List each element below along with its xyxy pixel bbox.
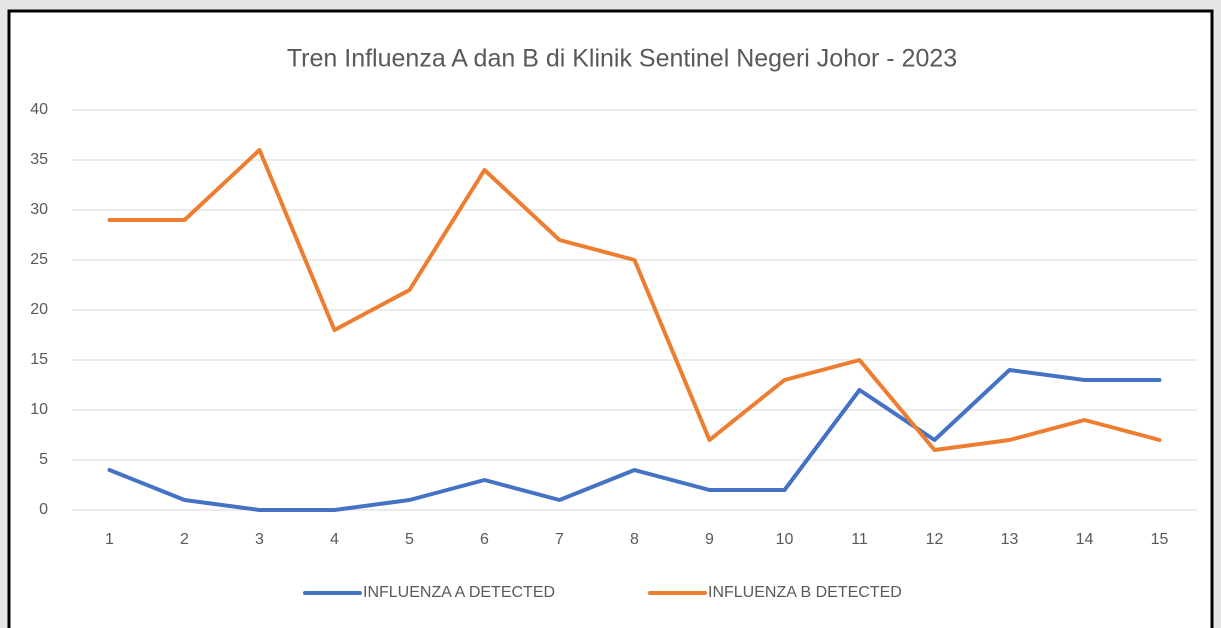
chart-title: Tren Influenza A dan B di Klinik Sentine… bbox=[287, 45, 957, 73]
x-tick-label: 1 bbox=[105, 531, 114, 548]
data-line bbox=[107, 148, 1162, 452]
data-line bbox=[107, 368, 1162, 512]
x-tick-label: 6 bbox=[480, 531, 489, 548]
legend-label: INFLUENZA A DETECTED bbox=[363, 584, 555, 601]
x-tick-label: 8 bbox=[630, 531, 639, 548]
x-tick-label: 10 bbox=[776, 531, 794, 548]
x-tick-label: 3 bbox=[255, 531, 264, 548]
x-tick-label: 13 bbox=[1001, 531, 1019, 548]
x-tick-label: 7 bbox=[555, 531, 564, 548]
y-tick-label: 25 bbox=[30, 251, 48, 268]
y-tick-label: 30 bbox=[30, 201, 48, 218]
x-tick-label: 9 bbox=[705, 531, 714, 548]
y-tick-label: 5 bbox=[39, 451, 48, 468]
y-tick-label: 40 bbox=[30, 101, 48, 118]
y-tick-label: 20 bbox=[30, 301, 48, 318]
x-tick-label: 15 bbox=[1151, 531, 1169, 548]
legend-label: INFLUENZA B DETECTED bbox=[708, 584, 902, 601]
y-tick-label: 0 bbox=[39, 501, 48, 518]
x-tick-label: 2 bbox=[180, 531, 189, 548]
y-tick-label: 35 bbox=[30, 151, 48, 168]
x-tick-label: 12 bbox=[926, 531, 944, 548]
x-tick-label: 5 bbox=[405, 531, 414, 548]
x-tick-label: 14 bbox=[1076, 531, 1094, 548]
chart-frame bbox=[7, 9, 1214, 628]
y-tick-label: 15 bbox=[30, 351, 48, 368]
x-tick-label: 4 bbox=[330, 531, 339, 548]
y-tick-label: 10 bbox=[30, 401, 48, 418]
x-tick-label: 11 bbox=[851, 531, 868, 548]
